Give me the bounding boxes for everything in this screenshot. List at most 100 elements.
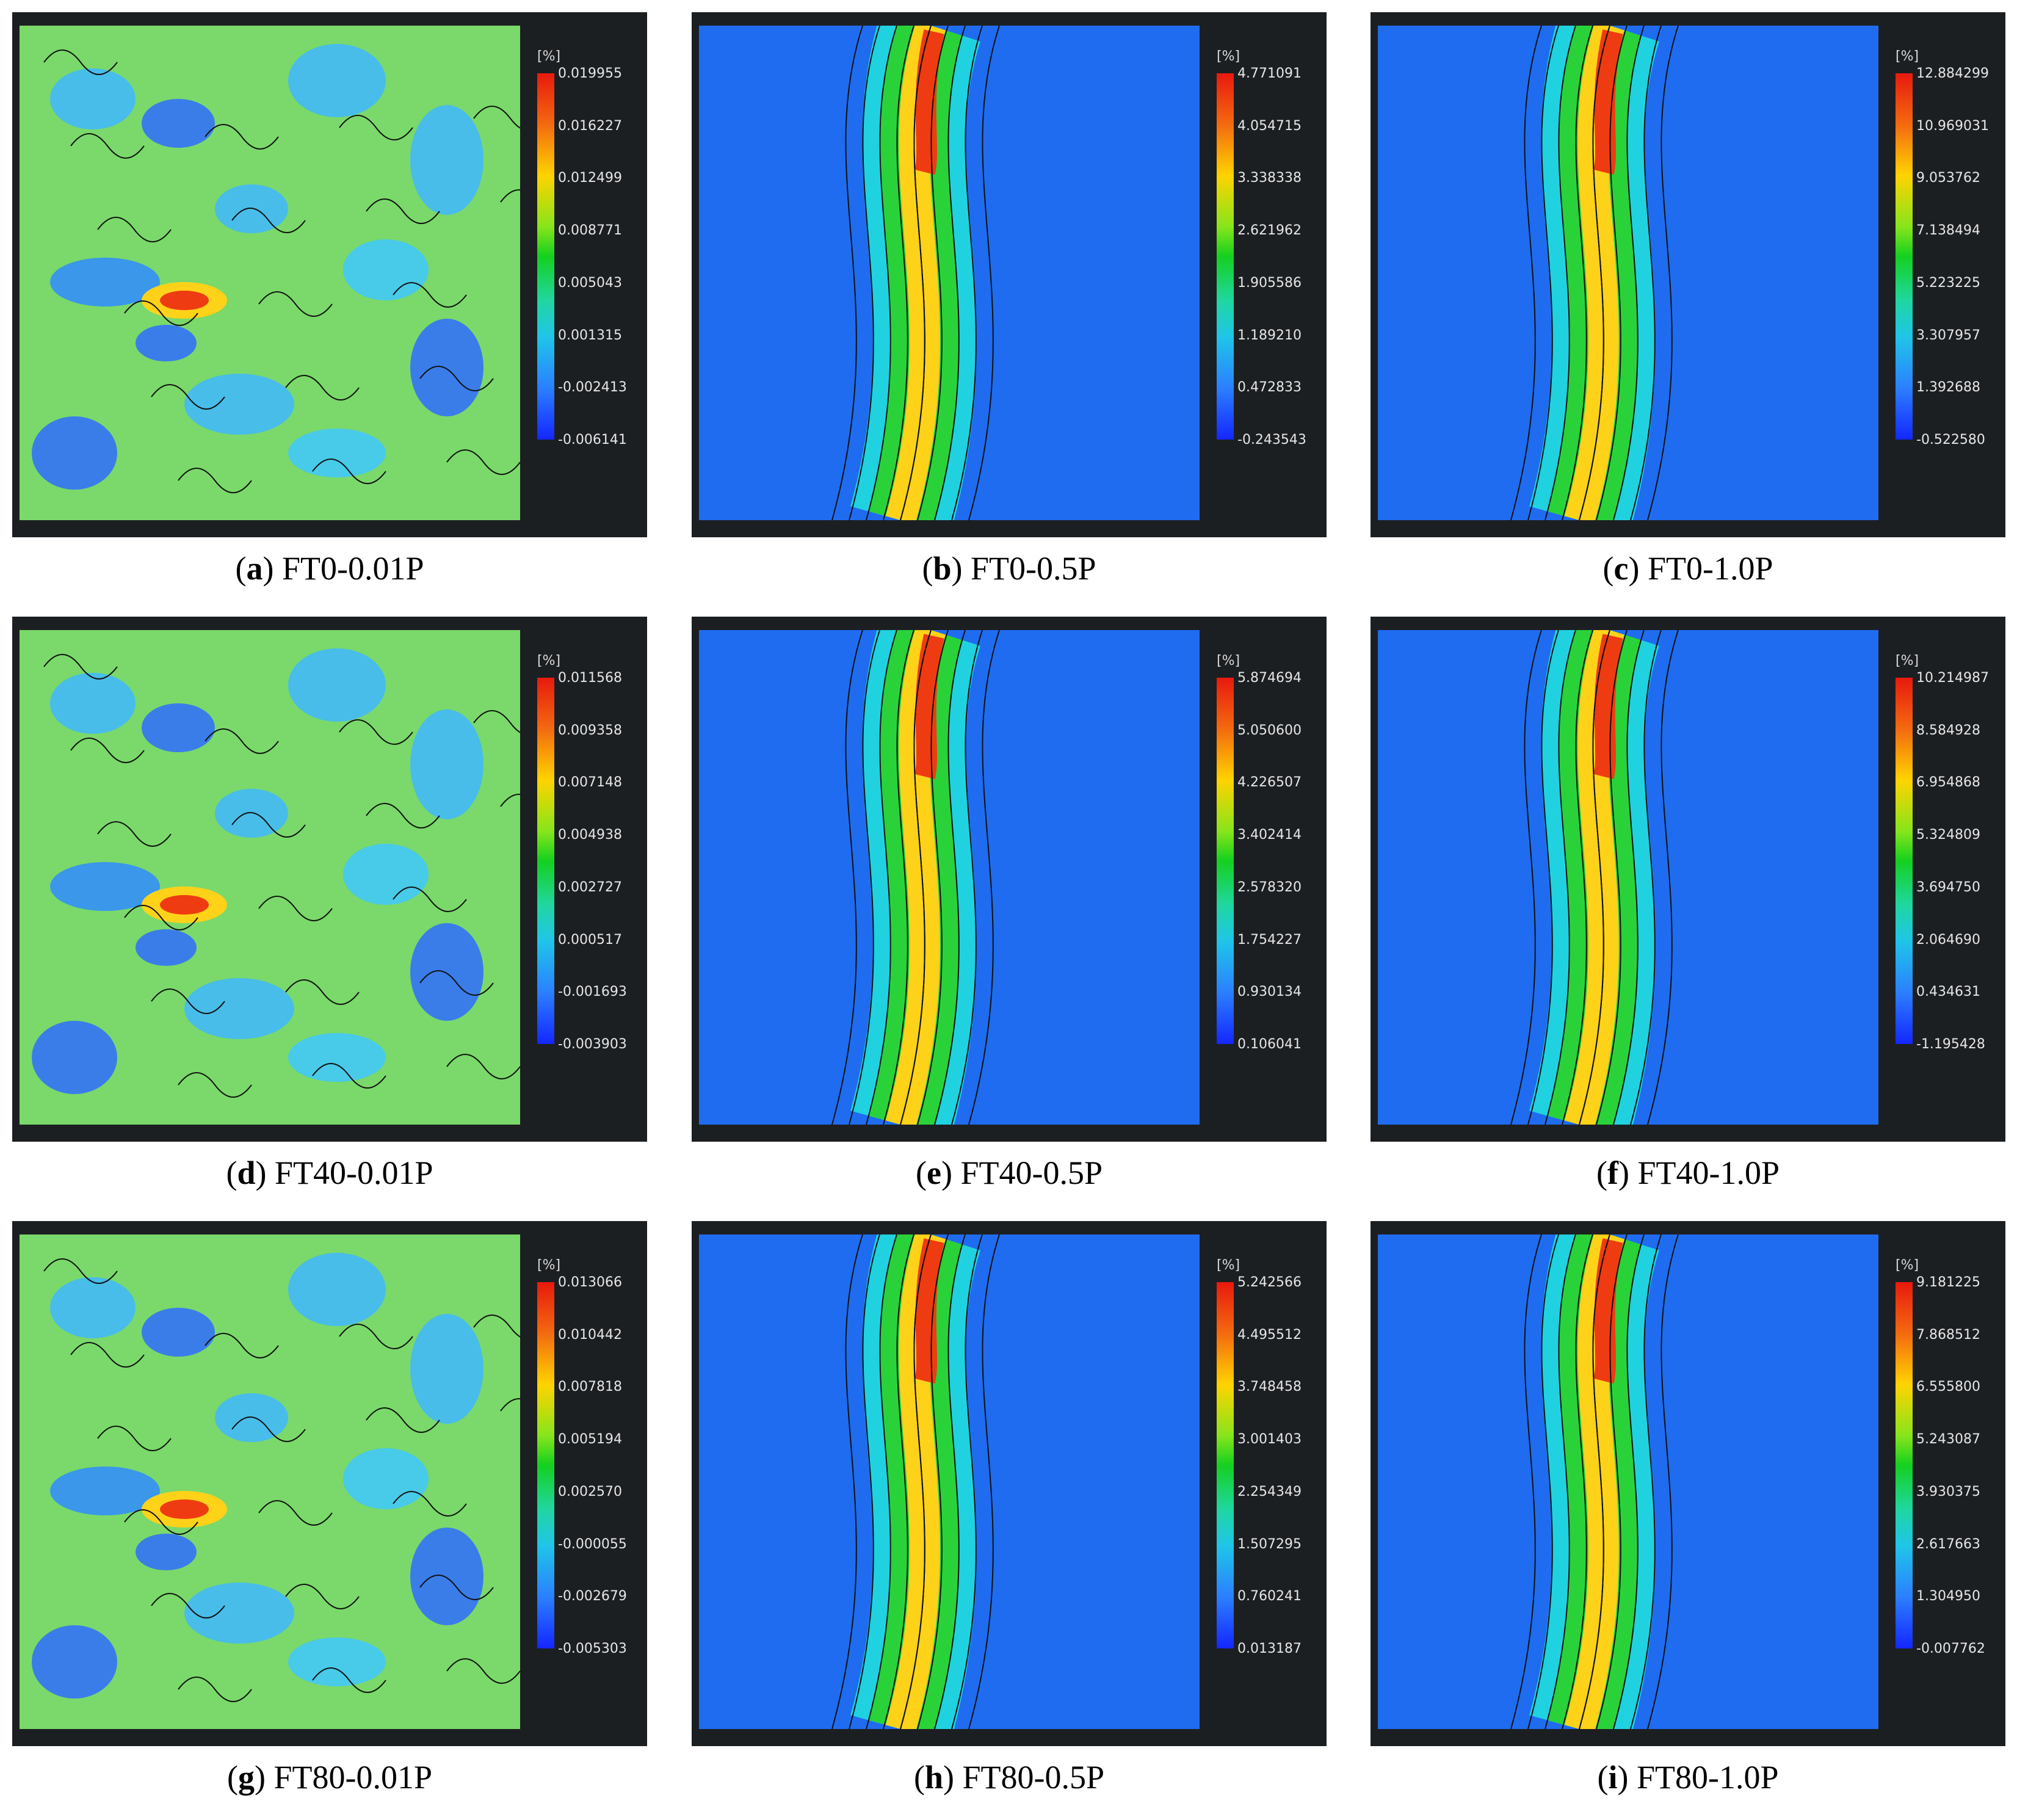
contour-panel-b: [%] 4.771091 4.054715 3.338338 2.621962 1.905… xyxy=(692,12,1327,537)
legend-tick-label: 0.011568 xyxy=(558,670,622,686)
legend-tick-label: 6.954868 xyxy=(1916,775,1980,791)
legend-tick-label: 4.054715 xyxy=(1237,118,1302,134)
legend-tick-label: 4.771091 xyxy=(1237,66,1302,81)
legend-unit-label: [%] xyxy=(1896,1258,1919,1273)
legend-ticks: 5.874694 5.050600 4.226507 3.402414 2.578320… xyxy=(1237,670,1320,1052)
legend-unit-label: [%] xyxy=(537,1258,561,1273)
legend-tick-label: 2.621962 xyxy=(1237,223,1302,239)
legend-tick-label: 10.214987 xyxy=(1916,670,1989,686)
legend-tick-label: 5.324809 xyxy=(1916,827,1980,843)
caption-label: FT80-1.0P xyxy=(1636,1759,1779,1796)
legend-tick-label: 0.000517 xyxy=(558,932,622,948)
color-bar xyxy=(1896,678,1913,1044)
legend-tick-label: 2.064690 xyxy=(1916,932,1980,948)
color-bar xyxy=(537,73,554,440)
caption-paren-open: ( xyxy=(1602,550,1614,587)
panel-caption: (a) FT0-0.01P xyxy=(12,549,647,587)
legend-unit-label: [%] xyxy=(1217,1258,1240,1273)
caption-label: FT80-0.5P xyxy=(962,1759,1105,1796)
panel-caption: (i) FT80-1.0P xyxy=(1371,1758,2005,1796)
legend-tick-label: 10.969031 xyxy=(1916,118,1989,134)
strain-field-image xyxy=(20,26,520,520)
caption-paren-close: ) xyxy=(951,550,971,587)
color-scale-legend: [%] 10.214987 8.584928 6.954868 5.324809 3.69… xyxy=(1896,653,1999,1081)
legend-ticks: 0.013066 0.010442 0.007818 0.005194 0.002570… xyxy=(558,1275,641,1656)
legend-tick-label: -0.000055 xyxy=(558,1536,627,1552)
caption-letter: e xyxy=(926,1155,941,1191)
legend-tick-label: -0.002679 xyxy=(558,1589,627,1604)
color-scale-legend: [%] 0.011568 0.009358 0.007148 0.004938 0.002… xyxy=(537,653,641,1081)
legend-tick-label: 0.005043 xyxy=(558,275,622,291)
legend-tick-label: 0.016227 xyxy=(558,118,622,134)
legend-tick-label: 5.223225 xyxy=(1916,275,1980,291)
legend-tick-label: 5.874694 xyxy=(1237,670,1302,686)
color-scale-legend: [%] 12.884299 10.969031 9.053762 7.138494 5.2… xyxy=(1896,49,1999,476)
legend-tick-label: 2.254349 xyxy=(1237,1484,1302,1499)
legend-tick-label: 1.392688 xyxy=(1916,380,1980,396)
caption-letter: i xyxy=(1608,1759,1618,1796)
legend-tick-label: 0.013066 xyxy=(558,1275,622,1290)
legend-unit-label: [%] xyxy=(537,49,561,64)
legend-tick-label: -0.006141 xyxy=(558,432,627,448)
caption-paren-open: ( xyxy=(916,1155,927,1191)
legend-tick-label: 0.009358 xyxy=(558,722,622,738)
legend-tick-label: 1.189210 xyxy=(1237,327,1302,343)
caption-label: FT40-0.01P xyxy=(274,1155,433,1191)
caption-paren-open: ( xyxy=(1597,1759,1609,1796)
strain-field-image xyxy=(20,1234,520,1729)
color-bar xyxy=(1896,73,1913,440)
legend-tick-label: 1.507295 xyxy=(1237,1536,1302,1552)
legend-tick-label: 9.053762 xyxy=(1916,170,1980,186)
legend-tick-label: 0.008771 xyxy=(558,223,622,239)
legend-tick-label: 1.905586 xyxy=(1237,275,1302,291)
caption-paren-close: ) xyxy=(1618,1155,1638,1191)
legend-tick-label: 0.434631 xyxy=(1916,984,1980,1000)
contour-panel-c: [%] 12.884299 10.969031 9.053762 7.138494 5.2… xyxy=(1371,12,2005,537)
color-scale-legend: [%] 0.013066 0.010442 0.007818 0.005194 0.002… xyxy=(537,1258,641,1685)
color-scale-legend: [%] 9.181225 7.868512 6.555800 5.243087 3.930… xyxy=(1896,1258,1999,1685)
legend-ticks: 5.242566 4.495512 3.748458 3.001403 2.254349… xyxy=(1237,1275,1320,1656)
caption-letter: g xyxy=(237,1759,255,1796)
legend-tick-label: 9.181225 xyxy=(1916,1275,1980,1290)
legend-tick-label: 0.002570 xyxy=(558,1484,622,1499)
legend-tick-label: -0.522580 xyxy=(1916,432,1985,448)
caption-letter: h xyxy=(924,1759,943,1796)
legend-tick-label: -1.195428 xyxy=(1916,1037,1985,1052)
legend-tick-label: -0.001693 xyxy=(558,984,627,1000)
legend-tick-label: 0.019955 xyxy=(558,66,622,81)
legend-tick-label: 7.138494 xyxy=(1916,223,1980,239)
contour-panel-i: [%] 9.181225 7.868512 6.555800 5.243087 3.930… xyxy=(1371,1221,2005,1746)
legend-tick-label: -0.002413 xyxy=(558,380,627,396)
color-bar xyxy=(1896,1282,1913,1648)
legend-tick-label: 3.694750 xyxy=(1916,879,1980,895)
caption-paren-close: ) xyxy=(941,1155,961,1191)
legend-tick-label: 3.402414 xyxy=(1237,827,1302,843)
legend-tick-label: 4.495512 xyxy=(1237,1327,1302,1343)
strain-field-image xyxy=(699,1234,1200,1729)
legend-tick-label: -0.003903 xyxy=(558,1037,627,1052)
color-bar xyxy=(537,678,554,1044)
legend-tick-label: 5.242566 xyxy=(1237,1275,1302,1290)
legend-tick-label: 5.050600 xyxy=(1237,722,1302,738)
legend-tick-label: 0.007818 xyxy=(558,1379,622,1395)
caption-paren-close: ) xyxy=(255,1155,275,1191)
legend-tick-label: -0.005303 xyxy=(558,1641,627,1656)
legend-tick-label: 8.584928 xyxy=(1916,722,1980,738)
color-bar xyxy=(1217,1282,1234,1648)
panel-caption: (g) FT80-0.01P xyxy=(12,1758,647,1796)
legend-tick-label: 3.338338 xyxy=(1237,170,1302,186)
color-bar xyxy=(537,1282,554,1648)
legend-tick-label: 12.884299 xyxy=(1916,66,1989,81)
legend-tick-label: 2.617663 xyxy=(1916,1536,1980,1552)
legend-unit-label: [%] xyxy=(1896,49,1919,64)
legend-tick-label: 0.106041 xyxy=(1237,1037,1302,1052)
panel-caption: (d) FT40-0.01P xyxy=(12,1154,647,1192)
strain-field-image xyxy=(699,26,1200,520)
caption-label: FT80-0.01P xyxy=(273,1759,432,1796)
caption-paren-open: ( xyxy=(922,550,933,587)
caption-label: FT0-1.0P xyxy=(1647,550,1773,587)
legend-tick-label: 0.012499 xyxy=(558,170,622,186)
legend-ticks: 4.771091 4.054715 3.338338 2.621962 1.905586… xyxy=(1237,66,1320,448)
contour-panel-g: [%] 0.013066 0.010442 0.007818 0.005194 0.002… xyxy=(12,1221,647,1746)
legend-unit-label: [%] xyxy=(537,653,561,669)
